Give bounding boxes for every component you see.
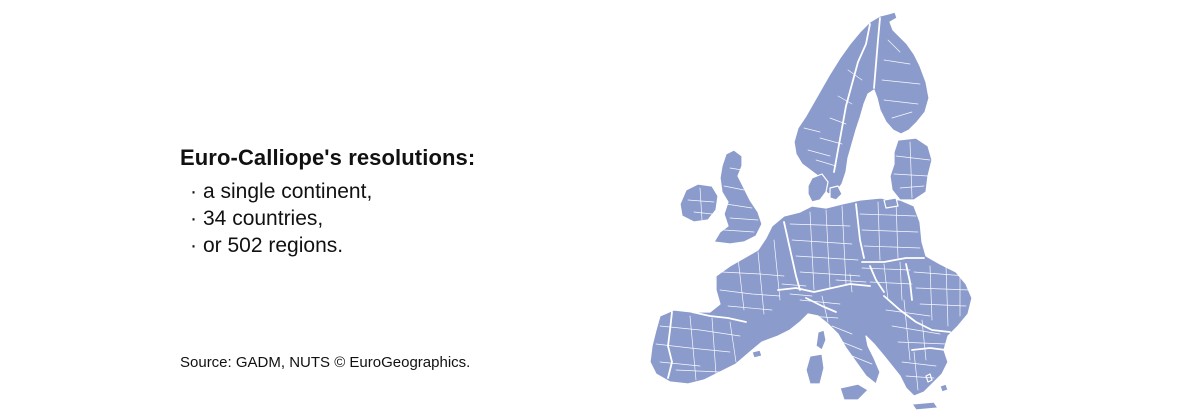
summary-heading: Euro-Calliope's resolutions: (180, 145, 476, 170)
resolution-item-label: 34 countries, (203, 207, 324, 230)
europe-regions-map (640, 8, 990, 416)
bullet-dot: · (190, 234, 197, 257)
country-borders (667, 17, 951, 379)
great-britain-land (713, 149, 763, 245)
region-lines-italy (799, 295, 873, 365)
resolution-item-label: or 502 regions. (203, 234, 344, 257)
border-germany-poland (855, 203, 865, 259)
border-france-spain (691, 311, 747, 323)
border-norway-sweden (833, 23, 871, 173)
region-lines-balkans (885, 299, 947, 361)
ireland-land (679, 183, 719, 223)
denmark-land (807, 173, 829, 203)
crete-island (911, 401, 939, 411)
land-masses (649, 11, 973, 411)
border-alps (777, 283, 871, 293)
border-bulgaria-greece (911, 347, 947, 351)
border-balkans (883, 295, 951, 333)
corsica-island (815, 329, 827, 351)
border-poland-slovakia (861, 257, 925, 263)
region-lines-poland (859, 201, 921, 261)
sicily-island (839, 383, 869, 401)
source-attribution: Source: GADM, NUTS © EuroGeographics. (180, 354, 471, 371)
region-lines-iberia (655, 315, 741, 381)
aegean-islands (925, 373, 949, 393)
region-lines-france (719, 239, 785, 315)
region-lines-romania (913, 265, 971, 327)
resolution-item-continent: · a single continent, (190, 178, 600, 205)
border-sweden-finland (873, 17, 881, 89)
resolution-summary: Euro-Calliope's resolutions: · a single c… (180, 144, 600, 259)
region-boundaries (655, 39, 971, 391)
border-france-germany (783, 221, 801, 291)
resolution-list: · a single continent, · 34 countries, · or … (180, 178, 600, 259)
sardinia-island (805, 353, 825, 385)
continental-europe-land (649, 197, 973, 397)
bullet-dot: · (190, 207, 197, 230)
europe-map-svg (649, 11, 973, 411)
zealand-island (829, 185, 843, 201)
resolution-item-countries: · 34 countries, (190, 205, 600, 232)
region-lines-scandinavia (803, 39, 921, 167)
region-lines-baltics (893, 141, 931, 199)
border-austria-hungary (869, 265, 885, 293)
region-lines-british-isles (687, 167, 759, 233)
region-lines-switzerland-austria (781, 273, 867, 297)
region-lines-greece (901, 351, 937, 391)
balearic-islands (751, 349, 763, 359)
bullet-dot: · (190, 180, 197, 203)
scandinavia-land (793, 11, 930, 195)
region-lines-central (861, 261, 913, 301)
resolution-item-label: a single continent, (203, 180, 373, 203)
resolution-item-regions: · or 502 regions. (190, 232, 600, 259)
border-spain-portugal (667, 311, 673, 379)
kaliningrad-exclave (883, 197, 899, 209)
region-lines-benelux-germany (789, 205, 861, 291)
border-italy (805, 297, 837, 313)
